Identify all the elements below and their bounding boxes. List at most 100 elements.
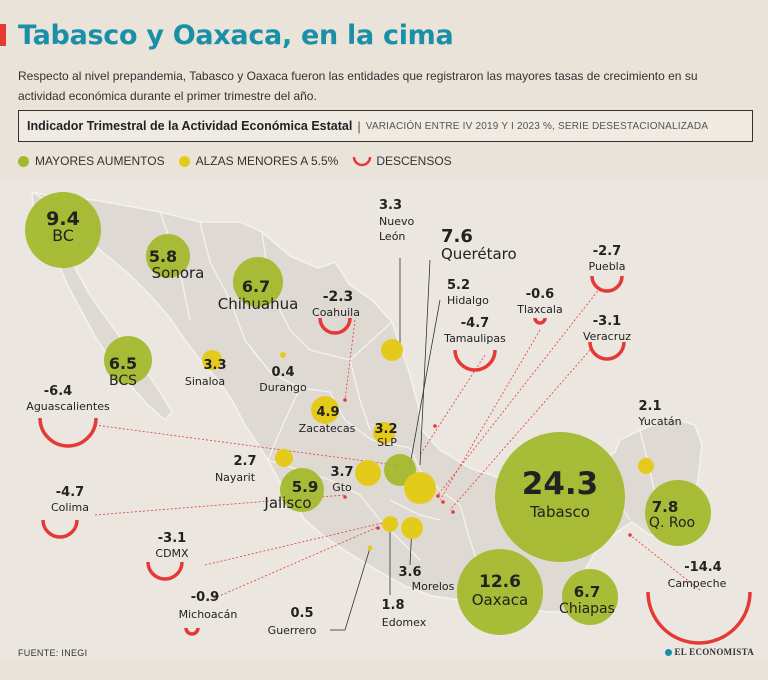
guerrero-value: 0.5 xyxy=(290,606,313,621)
tamaulipas-name: Tamaulipas xyxy=(443,332,506,345)
arc-colima xyxy=(41,519,79,539)
legend-down: DESCENSOS xyxy=(352,154,452,168)
tabasco-value: 24.3 xyxy=(522,466,599,502)
puebla-name: Puebla xyxy=(589,260,626,273)
zacatecas-value: 4.9 xyxy=(316,405,339,420)
page-title: Tabasco y Oaxaca, en la cima xyxy=(18,20,454,51)
yucatan-name: Yucatán xyxy=(637,415,681,428)
chiapas-name: Chiapas xyxy=(559,601,615,617)
bubble-durango xyxy=(280,352,286,358)
veracruz-name: Veracruz xyxy=(583,330,631,343)
chihuahua-name: Chihuahua xyxy=(218,295,299,313)
queretaro-name: Querétaro xyxy=(441,245,517,263)
green-dot-icon xyxy=(18,155,29,167)
yucatan-value: 2.1 xyxy=(638,399,661,414)
tlaxcala-name: Tlaxcala xyxy=(516,303,562,316)
source-note: FUENTE: INEGI xyxy=(18,648,88,658)
bubble-oaxaca xyxy=(457,549,543,635)
puebla-value: -2.7 xyxy=(593,244,621,259)
slp-value: 3.2 xyxy=(374,422,397,437)
tamaulipas-value: -4.7 xyxy=(461,316,489,331)
hidalgo-name: Hidalgo xyxy=(447,294,489,307)
aguascalientes-name: Aguascalientes xyxy=(26,400,110,413)
arc-aguascalientes xyxy=(38,417,98,448)
arc-tamaulipas xyxy=(453,349,497,372)
bubble-chiapas xyxy=(562,569,618,625)
nuevo-leon-name-2: León xyxy=(379,230,405,243)
red-arc-icon xyxy=(353,156,372,167)
coahuila-name: Coahuila xyxy=(312,306,360,319)
sonora-value: 5.8 xyxy=(149,247,177,266)
bubble-qroo xyxy=(645,480,711,546)
durango-name: Durango xyxy=(259,381,307,394)
chiapas-value: 6.7 xyxy=(574,583,601,601)
bubble-bc xyxy=(25,192,101,268)
tlaxcala-value: -0.6 xyxy=(526,287,554,302)
cdmx-value: -3.1 xyxy=(158,531,186,546)
edomex-value: 1.8 xyxy=(381,598,404,613)
map-area: 9.4 BC 5.8 Sonora 6.7 Chihuahua -2.3 Coa… xyxy=(0,180,768,660)
campeche-value: -14.4 xyxy=(684,560,721,575)
arc-veracruz xyxy=(588,341,626,361)
bubble-sonora xyxy=(146,234,190,278)
bubble-tabasco xyxy=(495,432,625,562)
jalisco-value: 5.9 xyxy=(292,478,319,496)
indicator-title: Indicador Trimestral de la Actividad Eco… xyxy=(27,119,353,133)
bc-value: 9.4 xyxy=(46,208,80,230)
sonora-name: Sonora xyxy=(152,264,205,282)
cdmx-name: CDMX xyxy=(155,547,189,560)
campeche-name: Campeche xyxy=(668,577,727,590)
edomex-name: Edomex xyxy=(382,616,427,629)
guerrero-name: Guerrero xyxy=(268,624,317,637)
arc-coahuila xyxy=(318,317,352,335)
arc-tlaxcala xyxy=(533,317,547,325)
gto-value: 3.7 xyxy=(330,465,353,480)
nayarit-name: Nayarit xyxy=(215,471,256,484)
bubbles xyxy=(25,192,711,635)
michoacan-value: -0.9 xyxy=(191,590,219,605)
bcs-value: 6.5 xyxy=(109,354,137,373)
brand-credit: EL ECONOMISTA xyxy=(664,647,755,657)
legend-high: MAYORES AUMENTOS xyxy=(18,154,165,168)
zacatecas-name: Zacatecas xyxy=(299,422,356,435)
bubble-gto xyxy=(355,460,381,486)
michoacan-name: Michoacán xyxy=(179,608,238,621)
gto-name: Gto xyxy=(332,481,352,494)
arc-puebla xyxy=(590,275,624,293)
legend-low-label: ALZAS MENORES A 5.5% xyxy=(195,154,339,168)
bubble-chihuahua xyxy=(233,257,283,307)
tabasco-name: Tabasco xyxy=(529,503,590,521)
bubble-guerrero xyxy=(367,545,373,551)
sinaloa-name: Sinaloa xyxy=(185,375,225,388)
bubble-jalisco xyxy=(280,468,324,512)
aguascalientes-value: -6.4 xyxy=(44,384,72,399)
indicator-subtitle: VARIACIÓN ENTRE IV 2019 Y I 2023 %, SERI… xyxy=(365,120,709,132)
bubble-bcs xyxy=(104,336,152,384)
mexico-map: 9.4 BC 5.8 Sonora 6.7 Chihuahua -2.3 Coa… xyxy=(25,190,752,645)
bcs-name: BCS xyxy=(109,373,137,389)
indicator-separator: | xyxy=(357,118,361,134)
legend: MAYORES AUMENTOS ALZAS MENORES A 5.5% DE… xyxy=(18,150,466,172)
jalisco-name: Jalisco xyxy=(263,494,311,512)
arc-cdmx xyxy=(146,561,184,581)
queretaro-value: 7.6 xyxy=(441,226,473,247)
title-accent-bar xyxy=(0,24,6,46)
bubble-hidalgo xyxy=(404,472,436,504)
legend-down-label: DESCENSOS xyxy=(376,154,452,168)
bubble-zacatecas xyxy=(311,396,339,424)
morelos-value: 3.6 xyxy=(398,565,421,580)
arc-campeche xyxy=(646,591,752,645)
arc-michoacan xyxy=(184,627,200,636)
bubble-sinaloa xyxy=(202,350,222,370)
indicator-box: Indicador Trimestral de la Actividad Eco… xyxy=(18,110,753,142)
coahuila-value: -2.3 xyxy=(323,289,354,305)
bubble-nayarit xyxy=(275,449,293,467)
morelos-name: Morelos xyxy=(412,580,455,593)
page-subtitle: Respecto al nivel prepandemia, Tabasco y… xyxy=(18,69,698,103)
decline-arcs xyxy=(38,275,752,645)
hidalgo-value: 5.2 xyxy=(447,278,470,293)
leader-lines-gray xyxy=(330,258,441,631)
yellow-dot-icon xyxy=(178,155,190,167)
durango-value: 0.4 xyxy=(271,365,294,380)
qroo-name: Q. Roo xyxy=(649,515,695,531)
